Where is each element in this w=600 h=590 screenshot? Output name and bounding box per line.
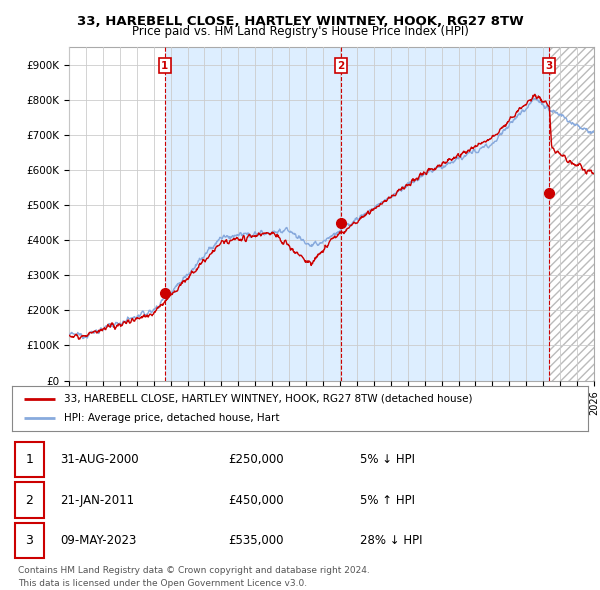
Text: £250,000: £250,000	[228, 453, 284, 466]
Text: 2: 2	[25, 493, 34, 507]
Text: 3: 3	[25, 534, 34, 547]
Bar	[165, 47, 341, 381]
Bar	[549, 47, 594, 381]
Text: 3: 3	[545, 61, 553, 71]
Text: 1: 1	[25, 453, 34, 466]
Text: 5% ↑ HPI: 5% ↑ HPI	[360, 493, 415, 507]
FancyBboxPatch shape	[15, 523, 44, 558]
Text: HPI: Average price, detached house, Hart: HPI: Average price, detached house, Hart	[64, 414, 280, 423]
FancyBboxPatch shape	[15, 442, 44, 477]
Text: 28% ↓ HPI: 28% ↓ HPI	[360, 534, 422, 547]
Text: 2: 2	[337, 61, 344, 71]
Text: 21-JAN-2011: 21-JAN-2011	[60, 493, 134, 507]
Text: 5% ↓ HPI: 5% ↓ HPI	[360, 453, 415, 466]
Text: £450,000: £450,000	[228, 493, 284, 507]
Text: 09-MAY-2023: 09-MAY-2023	[60, 534, 136, 547]
Text: Price paid vs. HM Land Registry's House Price Index (HPI): Price paid vs. HM Land Registry's House …	[131, 25, 469, 38]
Text: 31-AUG-2000: 31-AUG-2000	[60, 453, 139, 466]
FancyBboxPatch shape	[15, 482, 44, 518]
Text: £535,000: £535,000	[228, 534, 284, 547]
Text: This data is licensed under the Open Government Licence v3.0.: This data is licensed under the Open Gov…	[18, 579, 307, 588]
Text: 33, HAREBELL CLOSE, HARTLEY WINTNEY, HOOK, RG27 8TW: 33, HAREBELL CLOSE, HARTLEY WINTNEY, HOO…	[77, 15, 523, 28]
Text: 33, HAREBELL CLOSE, HARTLEY WINTNEY, HOOK, RG27 8TW (detached house): 33, HAREBELL CLOSE, HARTLEY WINTNEY, HOO…	[64, 394, 472, 404]
Bar	[341, 47, 549, 381]
Text: 1: 1	[161, 61, 169, 71]
Text: Contains HM Land Registry data © Crown copyright and database right 2024.: Contains HM Land Registry data © Crown c…	[18, 566, 370, 575]
